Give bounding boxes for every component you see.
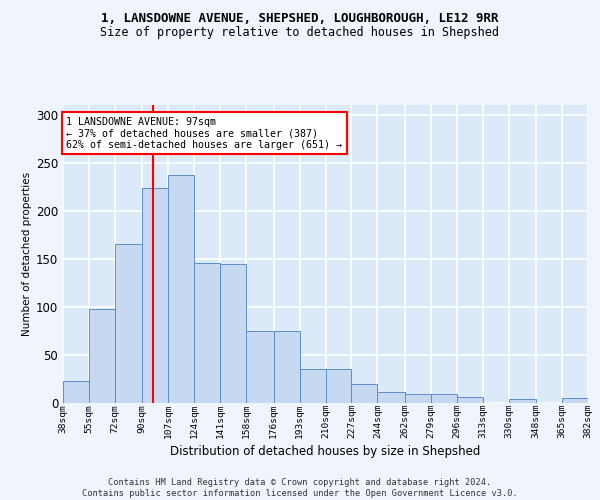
Bar	[352, 384, 377, 402]
Text: 1, LANSDOWNE AVENUE, SHEPSHED, LOUGHBOROUGH, LE12 9RR: 1, LANSDOWNE AVENUE, SHEPSHED, LOUGHBORO…	[101, 12, 499, 26]
Bar	[63, 382, 89, 402]
Text: Size of property relative to detached houses in Shepshed: Size of property relative to detached ho…	[101, 26, 499, 39]
X-axis label: Distribution of detached houses by size in Shepshed: Distribution of detached houses by size …	[170, 446, 481, 458]
Bar	[457, 396, 482, 402]
Text: Contains HM Land Registry data © Crown copyright and database right 2024.
Contai: Contains HM Land Registry data © Crown c…	[82, 478, 518, 498]
Bar	[194, 264, 220, 402]
Bar	[562, 398, 588, 402]
Bar	[115, 244, 142, 402]
Bar	[377, 392, 405, 402]
Bar	[220, 264, 246, 402]
Bar	[431, 394, 457, 402]
Bar	[274, 330, 299, 402]
Bar	[325, 369, 352, 402]
Bar	[142, 188, 169, 402]
Bar	[246, 330, 274, 402]
Text: 1 LANSDOWNE AVENUE: 97sqm
← 37% of detached houses are smaller (387)
62% of semi: 1 LANSDOWNE AVENUE: 97sqm ← 37% of detac…	[66, 116, 342, 150]
Bar	[299, 369, 325, 402]
Bar	[509, 398, 536, 402]
Y-axis label: Number of detached properties: Number of detached properties	[22, 172, 32, 336]
Bar	[89, 310, 115, 402]
Bar	[169, 175, 194, 402]
Bar	[405, 394, 431, 402]
